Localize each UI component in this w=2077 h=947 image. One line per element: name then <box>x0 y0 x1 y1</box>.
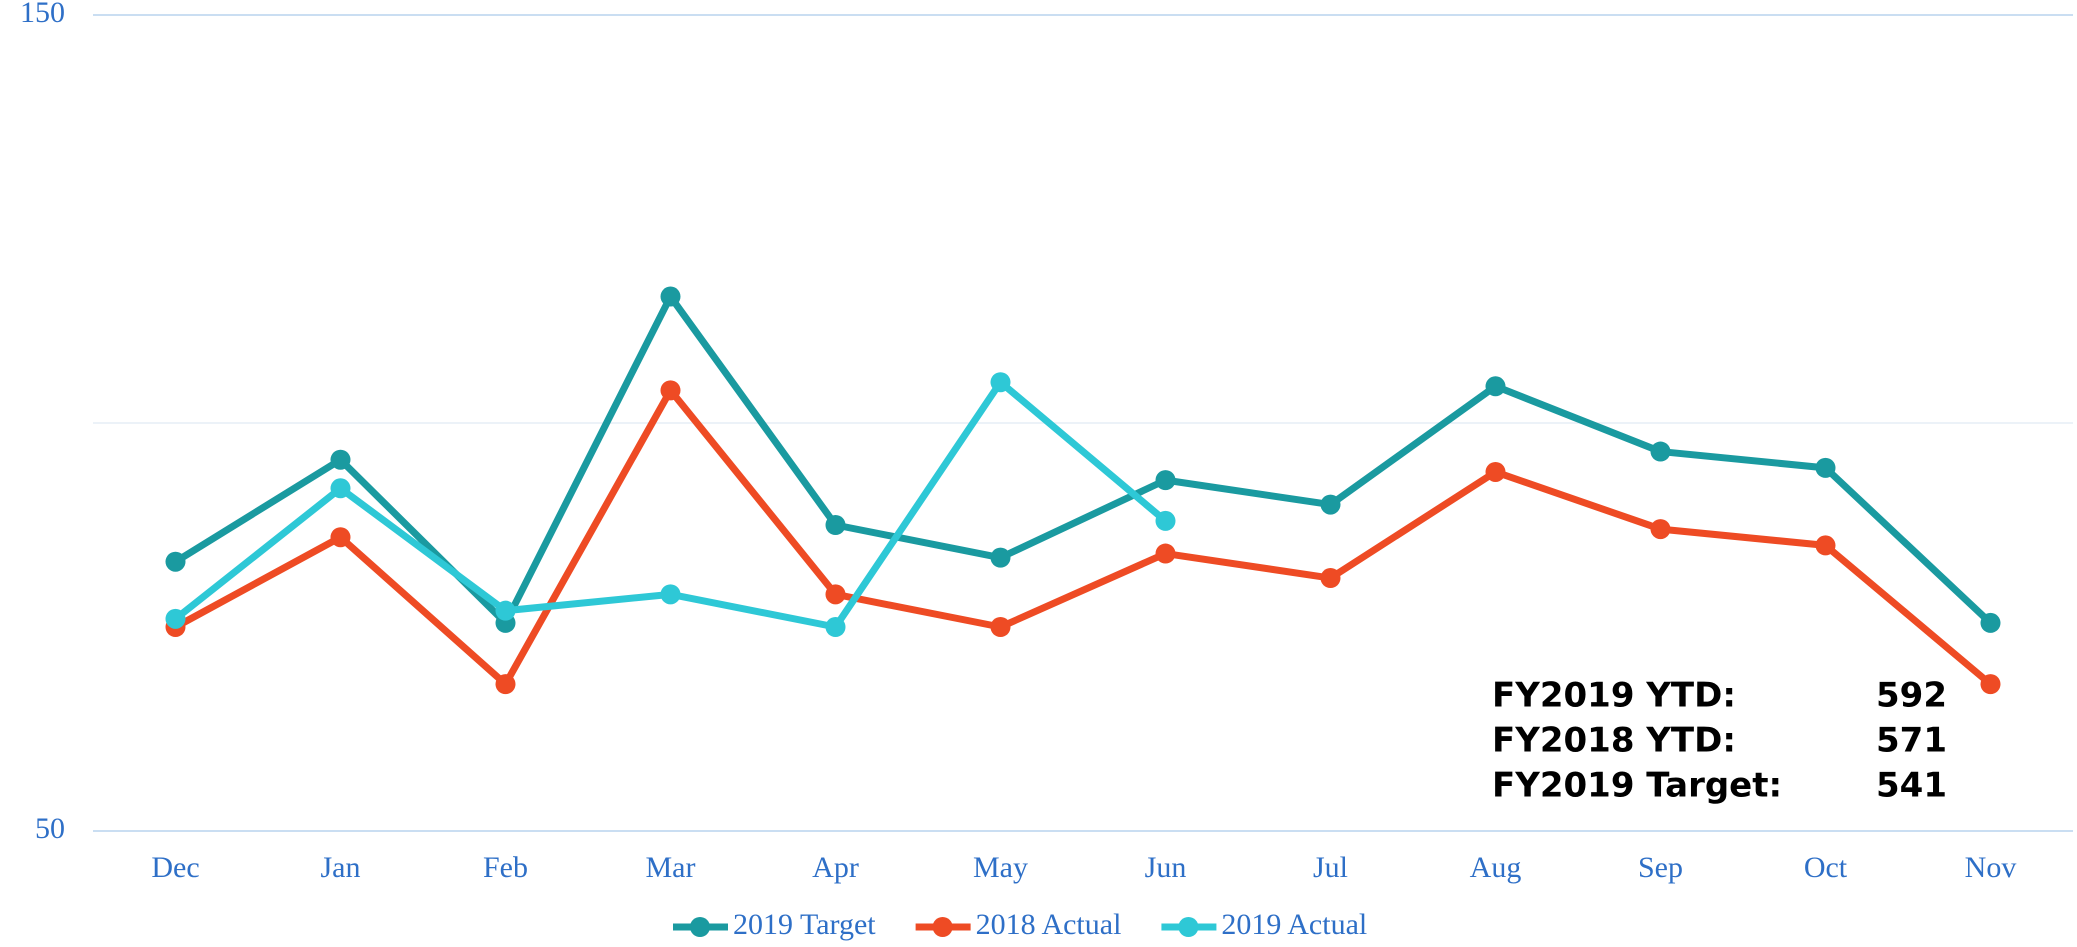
x-tick-label: May <box>973 851 1028 884</box>
x-tick-label: Aug <box>1470 851 1522 884</box>
point <box>1155 543 1176 564</box>
point <box>990 547 1011 568</box>
series-line <box>173 293 1993 627</box>
legend-label: 2019 Target <box>733 908 876 941</box>
point <box>1650 441 1671 462</box>
point <box>825 617 846 637</box>
point <box>660 380 681 401</box>
point <box>1485 376 1506 397</box>
legend-label: 2019 Actual <box>1221 908 1367 941</box>
x-tick-label: Apr <box>812 851 859 884</box>
point <box>1485 461 1506 482</box>
point <box>1155 510 1176 531</box>
point <box>495 600 516 621</box>
point <box>660 286 681 307</box>
point <box>330 449 351 470</box>
x-tick-label: Nov <box>1965 851 2017 884</box>
point <box>165 551 186 572</box>
point <box>1320 568 1341 589</box>
point <box>825 584 846 605</box>
annotation-value: 592 <box>1876 676 1947 716</box>
x-tick-label: Dec <box>151 851 199 884</box>
x-tick-label: Jun <box>1145 851 1187 884</box>
point <box>1155 470 1176 491</box>
legend-swatch-dot <box>690 917 710 937</box>
x-tick-label: Jul <box>1313 851 1348 884</box>
legend-swatch-dot <box>932 917 953 937</box>
point <box>660 584 681 605</box>
point <box>990 617 1011 637</box>
point <box>825 515 846 535</box>
point <box>1320 494 1341 515</box>
point <box>165 608 186 629</box>
y-tick-label: 150 <box>20 0 65 29</box>
x-tick-label: Feb <box>483 851 528 884</box>
legend-label: 2018 Actual <box>976 908 1122 941</box>
x-tick-label: Jan <box>321 851 361 884</box>
x-tick-label: Oct <box>1804 851 1848 884</box>
y-tick-label: 50 <box>35 812 65 845</box>
annotation-label: FY2018 YTD: <box>1492 721 1736 761</box>
annotation-label: FY2019 Target: <box>1492 766 1782 806</box>
point <box>1980 674 2001 695</box>
point <box>1815 535 1836 556</box>
point <box>1650 519 1671 540</box>
point <box>330 478 351 499</box>
annotation-value: 541 <box>1876 766 1947 806</box>
annotation-label: FY2019 YTD: <box>1492 676 1736 716</box>
x-tick-label: Mar <box>646 851 696 884</box>
point <box>1980 612 2001 633</box>
x-tick-label: Sep <box>1638 851 1683 884</box>
series-line <box>173 386 1993 688</box>
point <box>1815 457 1836 478</box>
point <box>495 674 516 695</box>
legend-swatch-dot <box>1178 917 1199 937</box>
point <box>990 372 1011 393</box>
point <box>330 527 351 548</box>
annotation-value: 571 <box>1876 721 1947 761</box>
